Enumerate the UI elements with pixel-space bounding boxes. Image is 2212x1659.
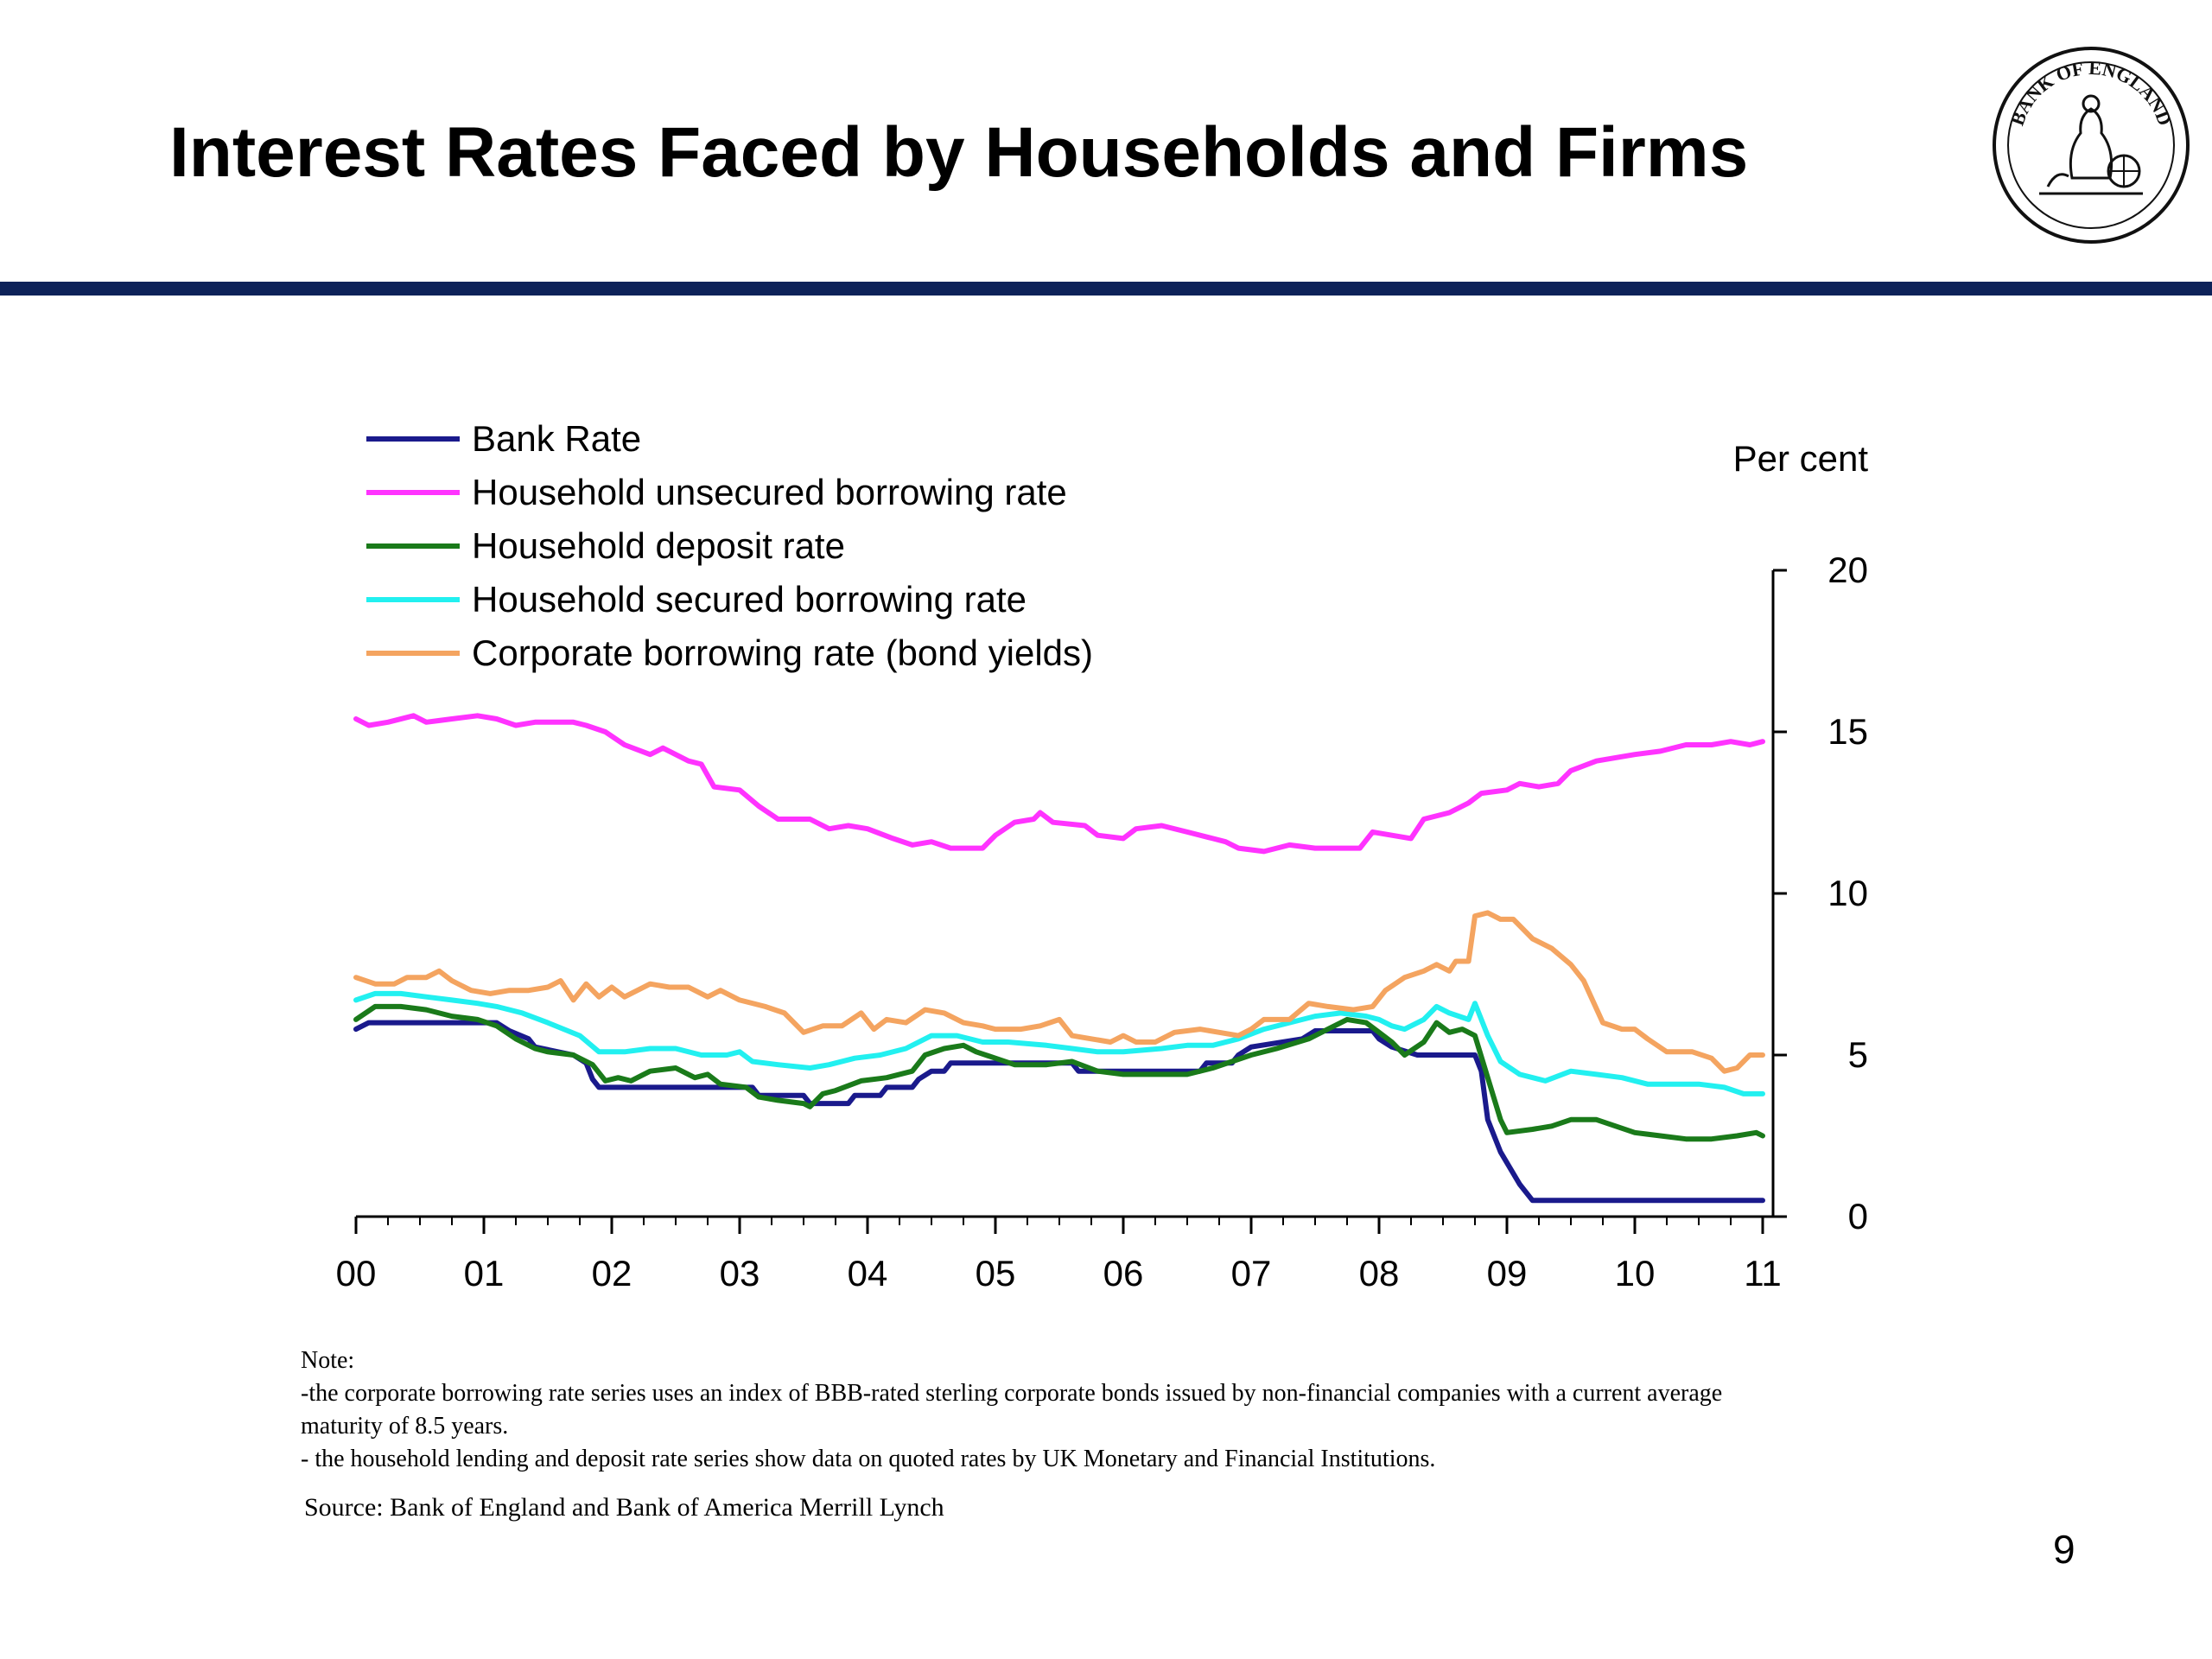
- y-tick-label: 0: [1848, 1196, 1868, 1236]
- chart-source: Source: Bank of England and Bank of Amer…: [304, 1493, 944, 1522]
- legend-label-household-deposit-rate: Household deposit rate: [472, 525, 845, 566]
- notes-line-household: - the household lending and deposit rate…: [301, 1446, 1436, 1472]
- title-rule: [0, 282, 2212, 296]
- legend-label-household-unsecured-borrowing-rate: Household unsecured borrowing rate: [472, 472, 1067, 512]
- x-tick-label: 07: [1231, 1253, 1272, 1294]
- x-tick-label: 10: [1615, 1253, 1656, 1294]
- x-tick-label: 06: [1103, 1253, 1144, 1294]
- x-tick-label: 04: [848, 1253, 888, 1294]
- x-tick-label: 08: [1359, 1253, 1400, 1294]
- x-tick-label: 02: [592, 1253, 632, 1294]
- series-line-household-unsecured-borrowing-rate: [353, 713, 1765, 855]
- y-tick-label: 5: [1848, 1034, 1868, 1075]
- page-number: 9: [2053, 1527, 2075, 1572]
- x-axis: 00 01 02 03 04 05 06 07 08 09 10 11: [336, 1215, 1782, 1294]
- x-tick-label: 09: [1487, 1253, 1528, 1294]
- x-tick-label: 01: [464, 1253, 505, 1294]
- chart-notes: Note: -the corporate borrowing rate seri…: [301, 1344, 1787, 1476]
- series-line-household-deposit-rate: [353, 1003, 1765, 1142]
- x-tick-label: 05: [976, 1253, 1016, 1294]
- y-tick-label: 15: [1827, 711, 1868, 752]
- x-tick-label: 00: [336, 1253, 377, 1294]
- notes-line-corporate: -the corporate borrowing rate series use…: [301, 1380, 1723, 1440]
- legend-label-corporate-borrowing-rate-bond-yields: Corporate borrowing rate (bond yields): [472, 632, 1093, 673]
- y-axis: 0 5 10 15 20: [1771, 550, 1868, 1236]
- legend-label-bank-rate: Bank Rate: [472, 418, 641, 459]
- plot-lines: [353, 713, 1765, 1204]
- notes-heading: Note:: [301, 1347, 355, 1374]
- y-tick-label: 10: [1827, 873, 1868, 913]
- series-line-household-secured-borrowing-rate: [353, 990, 1765, 1096]
- y-axis-unit-label: Per cent: [1733, 438, 1869, 479]
- chart-legend: Bank Rate Household unsecured borrowing r…: [366, 418, 1093, 673]
- legend-label-household-secured-borrowing-rate: Household secured borrowing rate: [472, 579, 1027, 620]
- series-line-corporate-borrowing-rate-bond-yields: [353, 910, 1765, 1074]
- x-tick-label: 11: [1744, 1253, 1782, 1294]
- x-tick-label: 03: [720, 1253, 760, 1294]
- slide-title: Interest Rates Faced by Households and F…: [169, 113, 1749, 192]
- y-tick-label: 20: [1827, 550, 1868, 590]
- bank-of-england-logo: BANK OF ENGLAND: [1993, 47, 2190, 244]
